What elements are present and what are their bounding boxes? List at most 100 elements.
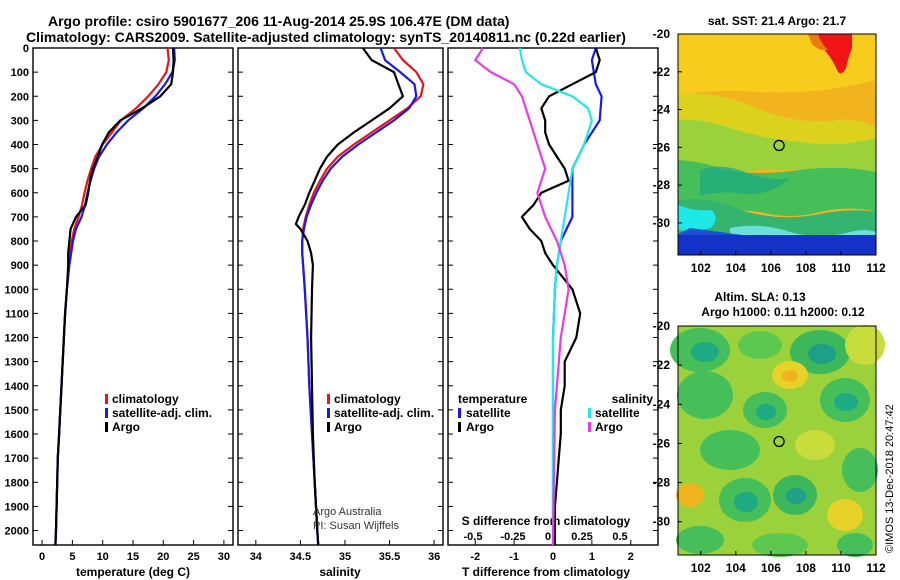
sla-float-marker <box>773 435 785 448</box>
sst-lat-label: -20 <box>653 27 671 41</box>
temperature-legend-label: Argo <box>112 420 140 434</box>
temperature-series-1 <box>54 47 170 546</box>
depth-tick-label: 800 <box>11 236 29 248</box>
salinity-axis-tick-label: 34 <box>250 551 263 563</box>
temperature-axis-tick-label: 0 <box>39 551 45 563</box>
sst-lat-label: -24 <box>653 103 671 117</box>
temperature-axis-tick-label: 15 <box>127 551 139 563</box>
temperature-axis-tick-label: 20 <box>157 551 169 563</box>
sla-map-frame <box>677 325 877 556</box>
difference-legend-temp-swatch <box>458 422 461 432</box>
salinity-axis-tick-label: 35 <box>339 551 351 563</box>
temperature-series-2 <box>54 47 176 546</box>
sla-lat-label: -24 <box>653 397 671 411</box>
sst-lon-label: 112 <box>866 261 886 275</box>
difference-axis-tick-label: 1 <box>589 551 595 563</box>
difference-legend-temp-swatch <box>458 408 461 418</box>
sst-map-frame <box>677 33 877 256</box>
sla-lat-label: -20 <box>653 319 671 333</box>
temperature-legend-label: climatology <box>112 392 179 406</box>
sla-map-title-line1: Altim. SLA: 0.13 <box>714 290 806 304</box>
salinity-axis-tick-label: 34.5 <box>290 551 311 563</box>
depth-tick-label: 1000 <box>5 284 29 296</box>
temperature-legend-label: satellite-adj. clim. <box>112 406 212 420</box>
depth-tick-label: 900 <box>11 260 29 272</box>
depth-tick-label: 1800 <box>5 477 29 489</box>
temperature-axis-tick-label: 25 <box>187 551 199 563</box>
depth-tick-label: 1100 <box>5 308 29 320</box>
salinity-legend-label: Argo <box>334 420 362 434</box>
depth-tick-label: 1500 <box>5 405 29 417</box>
difference-legend-sal-label: Argo <box>595 420 623 434</box>
sst-lon-label: 106 <box>761 261 781 275</box>
credit-pi: PI: Susan Wijffels <box>313 520 399 532</box>
salinity-axis-label: salinity <box>319 565 361 579</box>
salinity-legend-swatch <box>327 408 330 418</box>
salinity-axis-tick-label: 35.5 <box>379 551 400 563</box>
salinity-series-1 <box>301 47 425 546</box>
sla-lon-label: 106 <box>761 561 781 575</box>
salinity-series-3 <box>294 47 404 546</box>
sla-lon-label: 110 <box>831 561 851 575</box>
sla-lat-label: -22 <box>653 358 671 372</box>
depth-tick-label: 400 <box>11 140 29 152</box>
depth-tick-label: 0 <box>23 43 29 55</box>
sla-lon-label: 104 <box>726 561 746 575</box>
temperature-legend-swatch <box>105 422 108 432</box>
sst-lat-label: -26 <box>653 140 671 154</box>
temperature-series-3 <box>54 47 175 546</box>
difference-s-tick-label: 0 <box>545 531 551 543</box>
depth-tick-label: 2000 <box>5 526 29 538</box>
depth-tick-label: 700 <box>11 212 29 224</box>
difference-s-tick-label: -0.25 <box>500 531 525 543</box>
difference-s-tick-label: 0.25 <box>571 531 592 543</box>
depth-tick-label: 200 <box>11 91 29 103</box>
sla-lat-label: -30 <box>653 515 671 529</box>
depth-tick-label: 1600 <box>5 429 29 441</box>
depth-tick-label: 100 <box>11 67 29 79</box>
difference-series-4 <box>474 47 570 546</box>
difference-legend-sal-swatch <box>588 408 591 418</box>
difference-axis-tick-label: 2 <box>628 551 634 563</box>
sla-map <box>670 325 885 557</box>
difference-axis-tick-label: 0 <box>550 551 556 563</box>
sla-lat-label: -28 <box>653 476 671 490</box>
sst-map-title: sat. SST: 21.4 Argo: 21.7 <box>708 14 847 28</box>
difference-series-3 <box>518 47 593 545</box>
depth-tick-label: 1900 <box>5 501 29 513</box>
temperature-axis-tick-label: 10 <box>97 551 109 563</box>
sla-map-title-line2: Argo h1000: 0.11 h2000: 0.12 <box>701 305 865 319</box>
difference-legend-sal-swatch <box>588 422 591 432</box>
salinity-legend-swatch <box>327 394 330 404</box>
difference-s-tick-label: 0.5 <box>612 531 627 543</box>
sst-lat-label: -28 <box>653 178 671 192</box>
figure-title-line1: Argo profile: csiro 5901677_206 11-Aug-2… <box>48 13 510 29</box>
depth-tick-label: 1700 <box>5 453 29 465</box>
difference-legend-temperature-title: temperature <box>458 392 528 406</box>
temperature-axis-label: temperature (deg C) <box>76 565 190 579</box>
sst-lat-label: -22 <box>653 65 671 79</box>
difference-legend-salinity-title: salinity <box>612 392 654 406</box>
salinity-legend-swatch <box>327 422 330 432</box>
depth-tick-label: 1400 <box>5 381 29 393</box>
difference-axis-tick-label: -2 <box>470 551 480 563</box>
sla-lon-label: 102 <box>691 561 711 575</box>
plot-frame-1 <box>32 47 234 546</box>
sst-float-marker <box>773 139 785 152</box>
depth-tick-label: 300 <box>11 115 29 127</box>
depth-tick-label: 1300 <box>5 357 29 369</box>
salinity-legend-label: satellite-adj. clim. <box>334 406 434 420</box>
credit-argo-australia: Argo Australia <box>313 506 382 518</box>
difference-legend-temp-label: satellite <box>466 406 511 420</box>
difference-legend-temp-label: Argo <box>466 420 494 434</box>
temperature-axis-tick-label: 5 <box>69 551 75 563</box>
difference-axis-label: T difference from climatology <box>462 565 630 579</box>
sla-lon-label: 112 <box>866 561 886 575</box>
depth-tick-label: 500 <box>11 164 29 176</box>
sst-map <box>678 34 876 255</box>
sla-lon-label: 108 <box>796 561 816 575</box>
temperature-axis-tick-label: 30 <box>218 551 230 563</box>
figure-title-line2: Climatology: CARS2009. Satellite-adjuste… <box>26 29 626 45</box>
difference-legend-sal-label: satellite <box>595 406 640 420</box>
